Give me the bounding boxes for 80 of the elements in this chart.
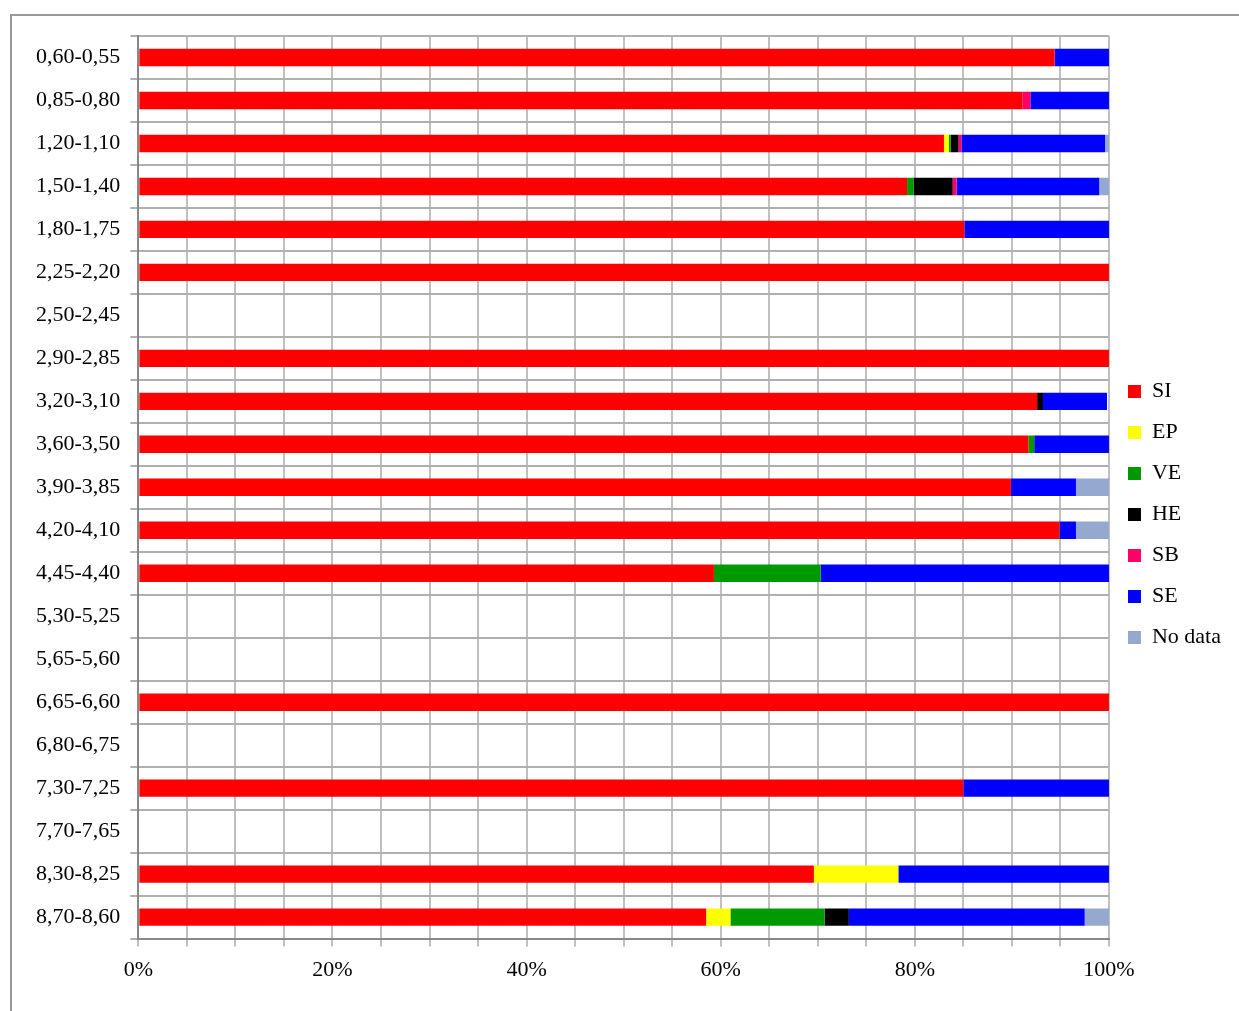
bar: [1034, 435, 1109, 454]
bar: [1054, 48, 1109, 67]
y-tick-label: 8,70-8,60: [36, 902, 121, 928]
bar: [706, 908, 731, 926]
y-tick-label: 2,25-2,20: [36, 258, 121, 284]
bar: [730, 908, 825, 926]
bar: [139, 564, 714, 582]
bar: [950, 134, 959, 153]
y-tick-label: 1,80-1,75: [36, 215, 121, 241]
y-tick-label: 3,90-3,85: [36, 473, 121, 499]
y-tick-label: 5,30-5,25: [36, 602, 121, 628]
bar: [848, 908, 1085, 926]
bar: [1105, 134, 1109, 153]
bar: [139, 865, 814, 883]
legend-label: HE: [1151, 500, 1182, 526]
bar: [1042, 392, 1108, 411]
y-tick-label: 3,60-3,50: [36, 430, 121, 456]
bar: [713, 564, 821, 582]
y-tick-label: 0,85-0,80: [36, 86, 121, 112]
bar: [139, 263, 1109, 282]
bar: [1010, 478, 1076, 496]
y-tick-label: 5,65-5,60: [36, 645, 121, 671]
bar: [1037, 392, 1043, 411]
y-tick-label: 1,20-1,10: [36, 129, 121, 155]
bar: [898, 865, 1109, 883]
bar: [139, 435, 1029, 454]
bar: [1030, 91, 1109, 110]
x-tick-label: 40%: [506, 955, 547, 981]
bar: [1075, 521, 1109, 539]
legend-label: SB: [1151, 541, 1179, 567]
legend-label: EP: [1151, 418, 1178, 444]
bar: [139, 349, 1109, 368]
y-tick-label: 6,65-6,60: [36, 687, 121, 713]
bar: [813, 865, 899, 883]
bar: [139, 134, 944, 153]
bar: [1099, 177, 1109, 196]
y-tick-label: 3,20-3,10: [36, 387, 121, 413]
bar: [963, 779, 1109, 797]
legend-label: SE: [1151, 582, 1178, 608]
bar: [139, 48, 1055, 67]
x-tick-label: 20%: [312, 955, 353, 981]
y-tick-label: 2,90-2,85: [36, 344, 121, 370]
bar: [907, 177, 914, 196]
y-tick-label: 6,80-6,75: [36, 730, 121, 756]
y-tick-label: 1,50-1,40: [36, 172, 121, 198]
x-tick-label: 80%: [894, 955, 936, 981]
bar: [824, 908, 849, 926]
y-tick-label: 2,50-2,45: [36, 301, 121, 327]
bar: [139, 779, 964, 797]
y-tick-label: 4,45-4,40: [36, 559, 121, 585]
bar: [952, 177, 957, 196]
bar: [913, 177, 953, 196]
bar: [139, 392, 1038, 411]
bar: [139, 91, 1023, 110]
legend-label: VE: [1151, 459, 1182, 485]
y-tick-label: 8,30-8,25: [36, 859, 121, 885]
x-tick-label: 100%: [1083, 955, 1135, 981]
bar: [139, 177, 908, 196]
legend-label: No data: [1151, 623, 1222, 649]
x-tick-label: 0%: [123, 955, 153, 981]
y-tick-label: 7,30-7,25: [36, 773, 121, 799]
bar: [1028, 435, 1035, 454]
bar: [1084, 908, 1109, 926]
y-tick-label: 0,60-0,55: [36, 43, 121, 69]
bar: [964, 220, 1109, 239]
bar: [139, 478, 1011, 496]
bar: [139, 693, 1109, 711]
x-tick-label: 60%: [700, 955, 741, 981]
y-tick-label: 7,70-7,65: [36, 816, 121, 842]
y-tick-label: 4,20-4,10: [36, 516, 121, 542]
bar: [139, 908, 707, 926]
bar: [1075, 478, 1109, 496]
bar: [820, 564, 1109, 582]
bar: [961, 134, 1106, 153]
bar: [956, 177, 1100, 196]
bar: [139, 521, 1060, 539]
bar: [943, 134, 949, 153]
bar: [1059, 521, 1076, 539]
legend-label: SI: [1151, 377, 1172, 403]
bar: [139, 220, 965, 239]
